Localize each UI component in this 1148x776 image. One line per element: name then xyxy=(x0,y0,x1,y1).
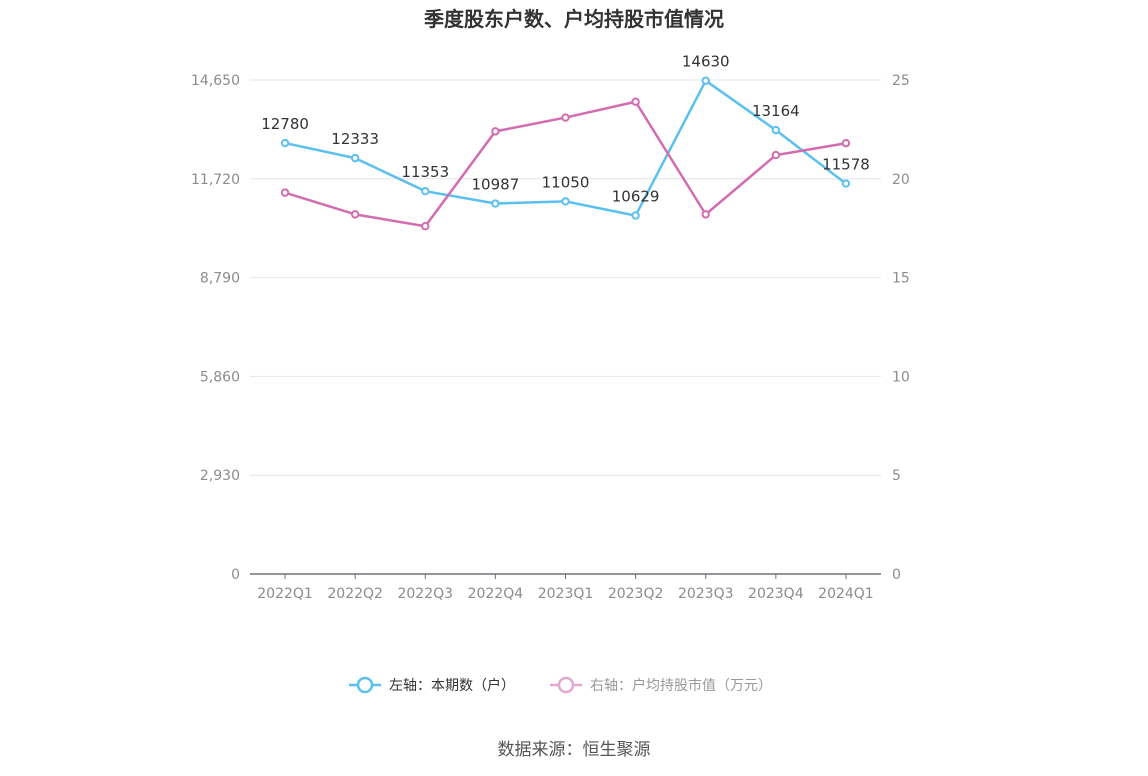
x-tick-label: 2023Q4 xyxy=(748,586,804,602)
x-tick-label: 2023Q3 xyxy=(678,586,734,602)
legend-item-2[interactable]: 右轴：户均持股市值（万元） xyxy=(550,676,772,694)
data-point[interactable] xyxy=(701,210,710,219)
right-tick-label: 15 xyxy=(892,271,910,287)
x-tick-label: 2024Q1 xyxy=(818,586,874,602)
data-point[interactable] xyxy=(491,199,500,208)
series-2 xyxy=(280,97,851,231)
source-note: 数据来源：恒生聚源 xyxy=(498,740,651,760)
data-label: 11353 xyxy=(401,163,449,181)
data-label: 12333 xyxy=(331,130,379,148)
series-layer: 12780 12333 11353 10987 11050 10629 14630 13164… xyxy=(261,53,870,231)
data-point[interactable] xyxy=(841,139,851,148)
grid-lines xyxy=(250,79,881,476)
x-tick-label: 2023Q1 xyxy=(538,586,594,602)
data-point[interactable] xyxy=(561,197,570,206)
data-label: 10629 xyxy=(612,188,660,206)
data-point[interactable] xyxy=(771,125,781,135)
data-point[interactable] xyxy=(491,127,500,136)
data-point[interactable] xyxy=(561,113,570,122)
data-point[interactable] xyxy=(631,97,640,106)
left-tick-label: 0 xyxy=(231,567,240,583)
x-tick-label: 2022Q1 xyxy=(257,586,313,602)
left-tick-label: 14,650 xyxy=(191,73,240,89)
right-tick-label: 25 xyxy=(892,73,910,89)
data-point[interactable] xyxy=(701,76,710,85)
right-tick-label: 0 xyxy=(892,567,901,583)
chart-title: 季度股东户数、户均持股市值情况 xyxy=(423,7,724,31)
legend-item-1[interactable]: 左轴：本期数（户） xyxy=(349,676,515,694)
right-tick-label: 10 xyxy=(892,369,910,385)
right-axis: 0 5 10 15 20 25 xyxy=(892,73,910,583)
data-label: 10987 xyxy=(472,176,520,194)
legend-marker xyxy=(557,676,575,694)
x-tick-label: 2022Q4 xyxy=(468,586,524,602)
data-label: 13164 xyxy=(752,102,800,120)
legend-marker xyxy=(356,676,374,694)
x-axis: 2022Q1 2022Q2 2022Q3 2022Q4 2023Q1 2023Q2 2023… xyxy=(250,573,881,602)
x-tick-label: 2022Q2 xyxy=(327,586,383,602)
data-label: 11050 xyxy=(542,173,590,191)
left-tick-label: 11,720 xyxy=(191,172,240,188)
left-tick-label: 5,860 xyxy=(200,369,240,385)
x-tick-label: 2022Q3 xyxy=(397,586,453,602)
data-point[interactable] xyxy=(280,188,290,197)
legend-label: 左轴：本期数（户） xyxy=(389,677,515,694)
right-tick-label: 5 xyxy=(892,468,901,484)
data-point[interactable] xyxy=(841,179,851,188)
data-point[interactable] xyxy=(350,210,360,219)
data-label: 14630 xyxy=(682,53,730,71)
data-point[interactable] xyxy=(421,222,430,231)
series-1: 12780 12333 11353 10987 11050 10629 14630 13164… xyxy=(261,53,870,220)
right-tick-label: 20 xyxy=(892,172,910,188)
x-tick-label: 2023Q2 xyxy=(608,586,664,602)
data-point[interactable] xyxy=(631,211,640,220)
left-tick-label: 2,930 xyxy=(200,468,240,484)
data-point[interactable] xyxy=(280,138,290,148)
legend: 左轴：本期数（户） 右轴：户均持股市值（万元） xyxy=(349,676,772,694)
left-axis: 0 2,930 5,860 8,790 11,720 14,650 xyxy=(191,73,240,583)
data-point[interactable] xyxy=(421,186,430,196)
data-point[interactable] xyxy=(350,153,360,163)
left-tick-label: 8,790 xyxy=(200,271,240,287)
legend-label: 右轴：户均持股市值（万元） xyxy=(590,677,772,694)
data-point[interactable] xyxy=(771,150,781,160)
data-label: 12780 xyxy=(261,115,309,133)
data-label: 11578 xyxy=(822,156,870,174)
